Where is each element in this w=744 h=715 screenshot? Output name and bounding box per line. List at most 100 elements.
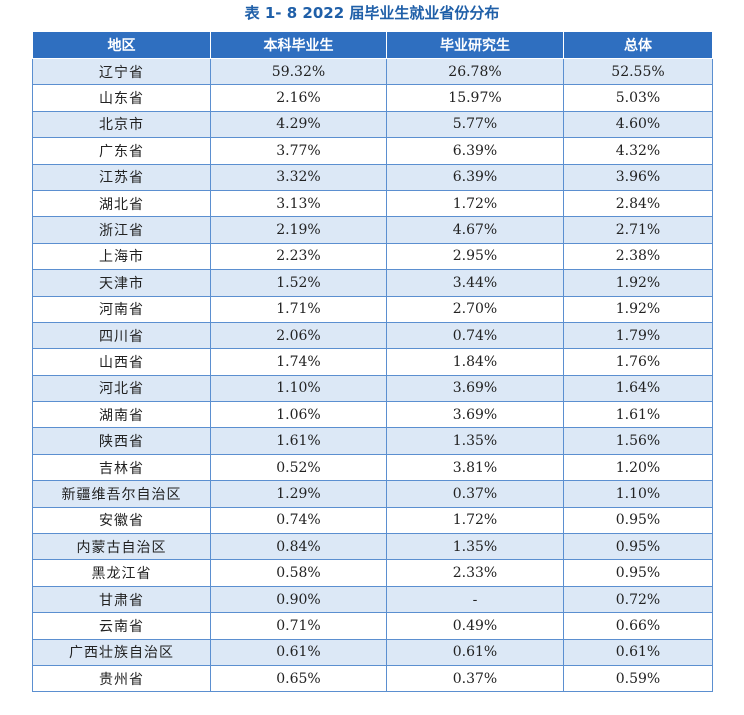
cell-region: 吉林省: [32, 453, 211, 482]
cell-total: 1.76%: [563, 348, 713, 376]
cell-region: 湖南省: [32, 401, 211, 429]
cell-undergraduate: 0.74%: [210, 506, 387, 535]
cell-undergraduate: 3.13%: [210, 189, 387, 218]
table-row: 四川省 2.06% 0.74% 1.79%: [32, 321, 713, 350]
cell-undergraduate: 2.19%: [210, 216, 387, 244]
cell-undergraduate: 1.61%: [210, 427, 387, 455]
cell-graduate: 3.69%: [386, 374, 564, 403]
table-row: 山东省 2.16% 15.97% 5.03%: [32, 84, 713, 112]
cell-graduate: 0.61%: [386, 638, 564, 666]
cell-total: 0.59%: [563, 664, 713, 693]
cell-region: 内蒙古自治区: [32, 533, 211, 561]
cell-graduate: 2.33%: [386, 559, 564, 587]
cell-undergraduate: 3.32%: [210, 163, 387, 191]
cell-region: 云南省: [32, 612, 211, 640]
cell-region: 贵州省: [32, 664, 211, 693]
cell-undergraduate: 4.29%: [210, 110, 387, 139]
table-caption: 表 1- 8 2022 届毕业生就业省份分布: [244, 4, 500, 22]
table-row: 上海市 2.23% 2.95% 2.38%: [32, 242, 713, 271]
cell-graduate: 3.81%: [386, 453, 564, 482]
table-row: 河南省 1.71% 2.70% 1.92%: [32, 295, 713, 323]
cell-graduate: 0.37%: [386, 664, 564, 693]
cell-region: 陕西省: [32, 427, 211, 455]
cell-undergraduate: 1.10%: [210, 374, 387, 403]
table-row: 贵州省 0.65% 0.37% 0.59%: [32, 664, 713, 693]
cell-region: 江苏省: [32, 163, 211, 191]
cell-undergraduate: 2.16%: [210, 84, 387, 112]
table-row: 甘肃省 0.90% -0.72%: [32, 585, 713, 614]
cell-graduate: 1.72%: [386, 506, 564, 535]
table-body: 辽宁省 59.32% 26.78% 52.55% 山东省 2.16% 15.97% 5.03%…: [32, 57, 713, 693]
cell-graduate: 0.37%: [386, 480, 564, 508]
cell-graduate: -: [386, 585, 564, 614]
cell-region: 甘肃省: [32, 585, 211, 614]
cell-total: 1.92%: [563, 269, 713, 297]
table-row: 广西壮族自治区 0.61% 0.61% 0.61%: [32, 638, 713, 666]
column-header-total: 总体: [563, 31, 713, 59]
cell-undergraduate: 2.06%: [210, 321, 387, 350]
table-row: 安徽省 0.74% 1.72% 0.95%: [32, 506, 713, 535]
cell-graduate: 0.74%: [386, 321, 564, 350]
cell-undergraduate: 0.90%: [210, 585, 387, 614]
cell-region: 天津市: [32, 269, 211, 297]
cell-graduate: 2.95%: [386, 242, 564, 271]
cell-undergraduate: 1.06%: [210, 401, 387, 429]
cell-undergraduate: 2.23%: [210, 242, 387, 271]
cell-total: 2.71%: [563, 216, 713, 244]
cell-total: 0.72%: [563, 585, 713, 614]
cell-undergraduate: 1.71%: [210, 295, 387, 323]
cell-total: 4.32%: [563, 137, 713, 165]
cell-undergraduate: 1.74%: [210, 348, 387, 376]
cell-total: 2.84%: [563, 189, 713, 218]
column-header-graduate: 毕业研究生: [386, 31, 564, 59]
cell-total: 3.96%: [563, 163, 713, 191]
cell-undergraduate: 1.52%: [210, 269, 387, 297]
cell-graduate: 1.35%: [386, 533, 564, 561]
cell-region: 广西壮族自治区: [32, 638, 211, 666]
table-row: 天津市 1.52% 3.44% 1.92%: [32, 269, 713, 297]
cell-undergraduate: 0.52%: [210, 453, 387, 482]
cell-region: 湖北省: [32, 189, 211, 218]
table-row: 内蒙古自治区 0.84% 1.35% 0.95%: [32, 533, 713, 561]
cell-region: 黑龙江省: [32, 559, 211, 587]
cell-total: 1.92%: [563, 295, 713, 323]
cell-region: 上海市: [32, 242, 211, 271]
table-row: 山西省 1.74% 1.84% 1.76%: [32, 348, 713, 376]
cell-region: 浙江省: [32, 216, 211, 244]
cell-total: 2.38%: [563, 242, 713, 271]
cell-total: 1.64%: [563, 374, 713, 403]
cell-undergraduate: 0.84%: [210, 533, 387, 561]
cell-undergraduate: 0.65%: [210, 664, 387, 693]
cell-region: 山西省: [32, 348, 211, 376]
cell-region: 辽宁省: [32, 57, 211, 86]
cell-total: 0.66%: [563, 612, 713, 640]
cell-graduate: 1.72%: [386, 189, 564, 218]
table-row: 浙江省 2.19% 4.67% 2.71%: [32, 216, 713, 244]
cell-graduate: 1.35%: [386, 427, 564, 455]
cell-total: 4.60%: [563, 110, 713, 139]
cell-graduate: 6.39%: [386, 137, 564, 165]
cell-region: 河南省: [32, 295, 211, 323]
cell-total: 1.20%: [563, 453, 713, 482]
cell-undergraduate: 0.61%: [210, 638, 387, 666]
table-row: 云南省 0.71% 0.49% 0.66%: [32, 612, 713, 640]
cell-graduate: 1.84%: [386, 348, 564, 376]
cell-total: 1.56%: [563, 427, 713, 455]
cell-region: 北京市: [32, 110, 211, 139]
cell-region: 四川省: [32, 321, 211, 350]
cell-undergraduate: 1.29%: [210, 480, 387, 508]
column-header-region: 地区: [32, 31, 211, 59]
cell-region: 河北省: [32, 374, 211, 403]
cell-graduate: 3.44%: [386, 269, 564, 297]
cell-region: 安徽省: [32, 506, 211, 535]
table-row: 新疆维吾尔自治区 1.29% 0.37% 1.10%: [32, 480, 713, 508]
table-row: 河北省 1.10% 3.69% 1.64%: [32, 374, 713, 403]
table-row: 广东省 3.77% 6.39% 4.32%: [32, 137, 713, 165]
cell-total: 0.95%: [563, 559, 713, 587]
cell-total: 0.61%: [563, 638, 713, 666]
table-header-row: 地区 本科毕业生 毕业研究生 总体: [32, 31, 713, 59]
cell-region: 山东省: [32, 84, 211, 112]
cell-undergraduate: 0.58%: [210, 559, 387, 587]
employment-province-table: 地区 本科毕业生 毕业研究生 总体 辽宁省 59.32% 26.78% 52.55% 山…: [32, 31, 713, 693]
cell-undergraduate: 59.32%: [210, 57, 387, 86]
